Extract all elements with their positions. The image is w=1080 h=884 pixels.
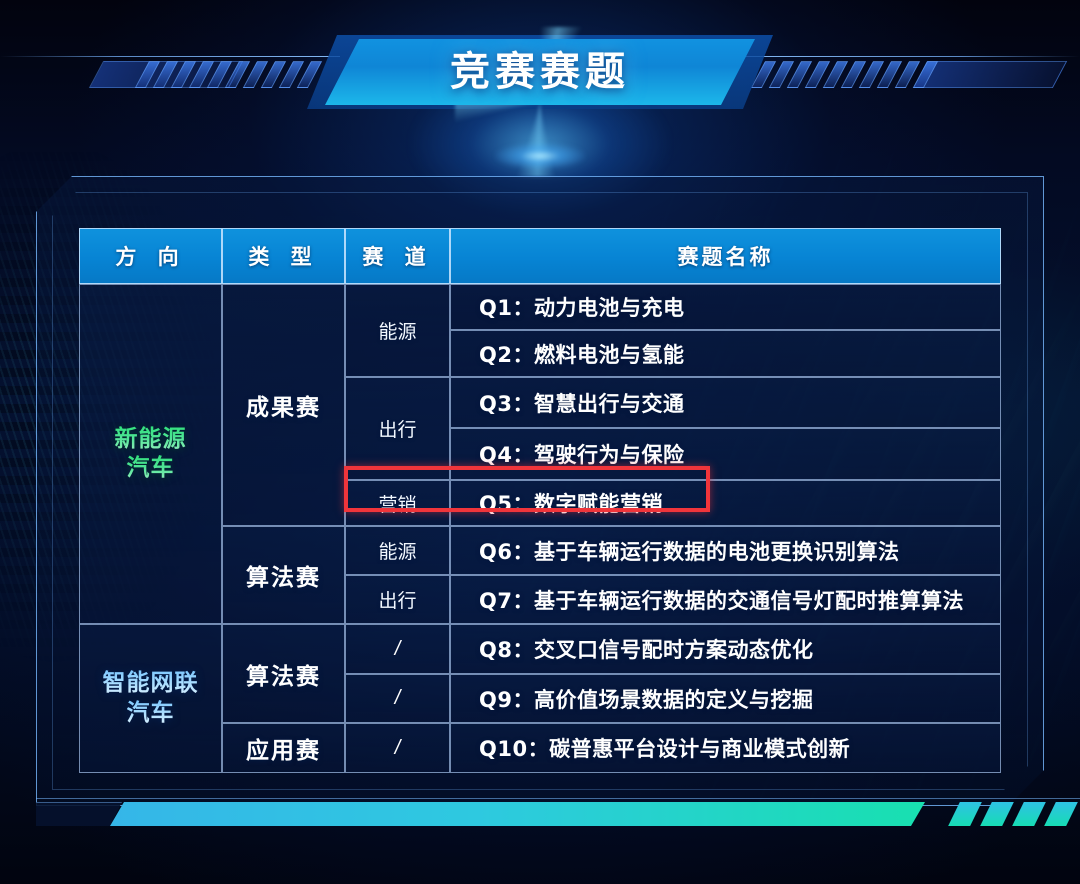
track-group-mobility-1: 出行 Q3：智慧出行与交通 Q4：驾驶行为与保险 <box>345 377 1001 480</box>
topic-name: Q9：高价值场景数据的定义与挖掘 <box>479 687 814 712</box>
track-group-energy-1: 能源 Q1：动力电池与充电 Q2：燃料电池与氢能 <box>345 284 1001 377</box>
type-group-achievement: 成果赛 能源 Q1：动力电池与充电 Q2：燃料电池与氢能 <box>222 284 1001 526</box>
table-row[interactable]: Q10：碳普惠平台设计与商业模式创新 <box>450 723 1001 773</box>
type-label: 成果赛 <box>246 395 321 421</box>
track-cell-none: / <box>345 723 450 773</box>
track-label: 能源 <box>378 321 417 343</box>
topic-name: Q2：燃料电池与氢能 <box>479 342 685 367</box>
top-decoration-right <box>740 56 1080 102</box>
bottom-gradient-bar <box>110 802 925 826</box>
type-label: 算法赛 <box>246 663 321 690</box>
direction-label-line1: 新能源 <box>115 425 187 454</box>
direction-label-line1: 智能网联 <box>103 669 199 698</box>
track-cell-none: / <box>345 624 450 674</box>
type-cell-algorithm: 算法赛 <box>222 526 345 624</box>
topic-name: Q1：动力电池与充电 <box>479 296 685 320</box>
track-group-marketing: 营销 Q5：数字赋能营销 <box>345 480 1001 526</box>
direction-cell-intelligent-connected: 智能网联 汽车 <box>79 624 222 773</box>
table-row-highlighted[interactable]: Q5：数字赋能营销 <box>450 480 1001 526</box>
track-cell-energy: 能源 <box>345 526 450 575</box>
column-header-direction: 方 向 <box>79 228 222 284</box>
track-label: / <box>394 637 401 660</box>
type-label: 算法赛 <box>246 565 321 591</box>
topic-name: Q4：驾驶行为与保险 <box>479 443 685 467</box>
type-group-algorithm-1: 算法赛 能源 Q6：基于车辆运行数据的电池更换识别算法 出行 <box>222 526 1001 624</box>
track-group-none-2: / Q9：高价值场景数据的定义与挖掘 <box>345 674 1001 723</box>
table-header-row: 方 向 类 型 赛 道 赛题名称 <box>79 228 1001 284</box>
topic-name: Q3：智慧出行与交通 <box>479 391 685 416</box>
bottom-rule <box>36 798 1080 799</box>
track-cell-marketing: 营销 <box>345 480 450 526</box>
bottom-dashes <box>948 802 1078 826</box>
track-cell-mobility: 出行 <box>345 377 450 480</box>
track-cell-mobility: 出行 <box>345 575 450 624</box>
track-label: 能源 <box>378 541 417 563</box>
column-header-track: 赛 道 <box>345 228 450 284</box>
table-row[interactable]: Q3：智慧出行与交通 <box>450 377 1001 428</box>
track-label: 营销 <box>378 493 417 516</box>
track-group-none-1: / Q8：交叉口信号配时方案动态优化 <box>345 624 1001 674</box>
title-ribbon: 竞赛赛题 <box>325 39 755 105</box>
track-label: / <box>394 736 401 759</box>
table-row[interactable]: Q1：动力电池与充电 <box>450 284 1001 330</box>
track-label: 出行 <box>378 590 417 612</box>
topic-name: Q5：数字赋能营销 <box>479 492 663 516</box>
track-cell-none: / <box>345 674 450 723</box>
type-cell-achievement: 成果赛 <box>222 284 345 526</box>
table-row[interactable]: Q2：燃料电池与氢能 <box>450 330 1001 377</box>
topic-name: Q10：碳普惠平台设计与商业模式创新 <box>479 737 851 761</box>
direction-label-line2: 汽车 <box>127 454 175 483</box>
table-body-group-intelligent-connected: 智能网联 汽车 算法赛 / Q8：交叉口信号配时方案动态优化 <box>79 624 1001 773</box>
topic-name: Q6：基于车辆运行数据的电池更换识别算法 <box>479 539 900 564</box>
topic-name: Q8：交叉口信号配时方案动态优化 <box>479 638 814 662</box>
track-label: / <box>394 687 401 709</box>
column-header-name: 赛题名称 <box>450 228 1001 284</box>
track-label: 出行 <box>378 419 417 441</box>
type-label: 应用赛 <box>246 738 321 764</box>
competition-topics-table: 方 向 类 型 赛 道 赛题名称 新能源 汽车 成果赛 能源 <box>79 228 1001 773</box>
type-cell-algorithm: 算法赛 <box>222 624 345 723</box>
track-group-mobility-2: 出行 Q7：基于车辆运行数据的交通信号灯配时推算算法 <box>345 575 1001 624</box>
table-row[interactable]: Q9：高价值场景数据的定义与挖掘 <box>450 674 1001 723</box>
type-cell-application: 应用赛 <box>222 723 345 773</box>
direction-cell-new-energy: 新能源 汽车 <box>79 284 222 624</box>
track-group-energy-2: 能源 Q6：基于车辆运行数据的电池更换识别算法 <box>345 526 1001 575</box>
title-banner: 竞赛赛题 <box>307 27 773 177</box>
table-row[interactable]: Q4：驾驶行为与保险 <box>450 428 1001 480</box>
bottom-left-cap <box>36 802 122 826</box>
topic-name: Q7：基于车辆运行数据的交通信号灯配时推算算法 <box>479 588 964 613</box>
page-title: 竞赛赛题 <box>450 49 630 95</box>
top-decoration-left <box>0 56 340 102</box>
type-group-application: 应用赛 / Q10：碳普惠平台设计与商业模式创新 <box>222 723 1001 773</box>
table-row[interactable]: Q8：交叉口信号配时方案动态优化 <box>450 624 1001 674</box>
direction-label-line2: 汽车 <box>127 699 175 728</box>
track-cell-energy: 能源 <box>345 284 450 377</box>
table-row[interactable]: Q6：基于车辆运行数据的电池更换识别算法 <box>450 526 1001 575</box>
hud-frame-inner <box>52 192 1028 790</box>
table-row[interactable]: Q7：基于车辆运行数据的交通信号灯配时推算算法 <box>450 575 1001 624</box>
bottom-accent-bar <box>0 798 1080 832</box>
table-body-group-new-energy: 新能源 汽车 成果赛 能源 Q1：动力电池与充电 <box>79 284 1001 624</box>
type-group-algorithm-2: 算法赛 / Q8：交叉口信号配时方案动态优化 / <box>222 624 1001 723</box>
column-header-type: 类 型 <box>222 228 345 284</box>
